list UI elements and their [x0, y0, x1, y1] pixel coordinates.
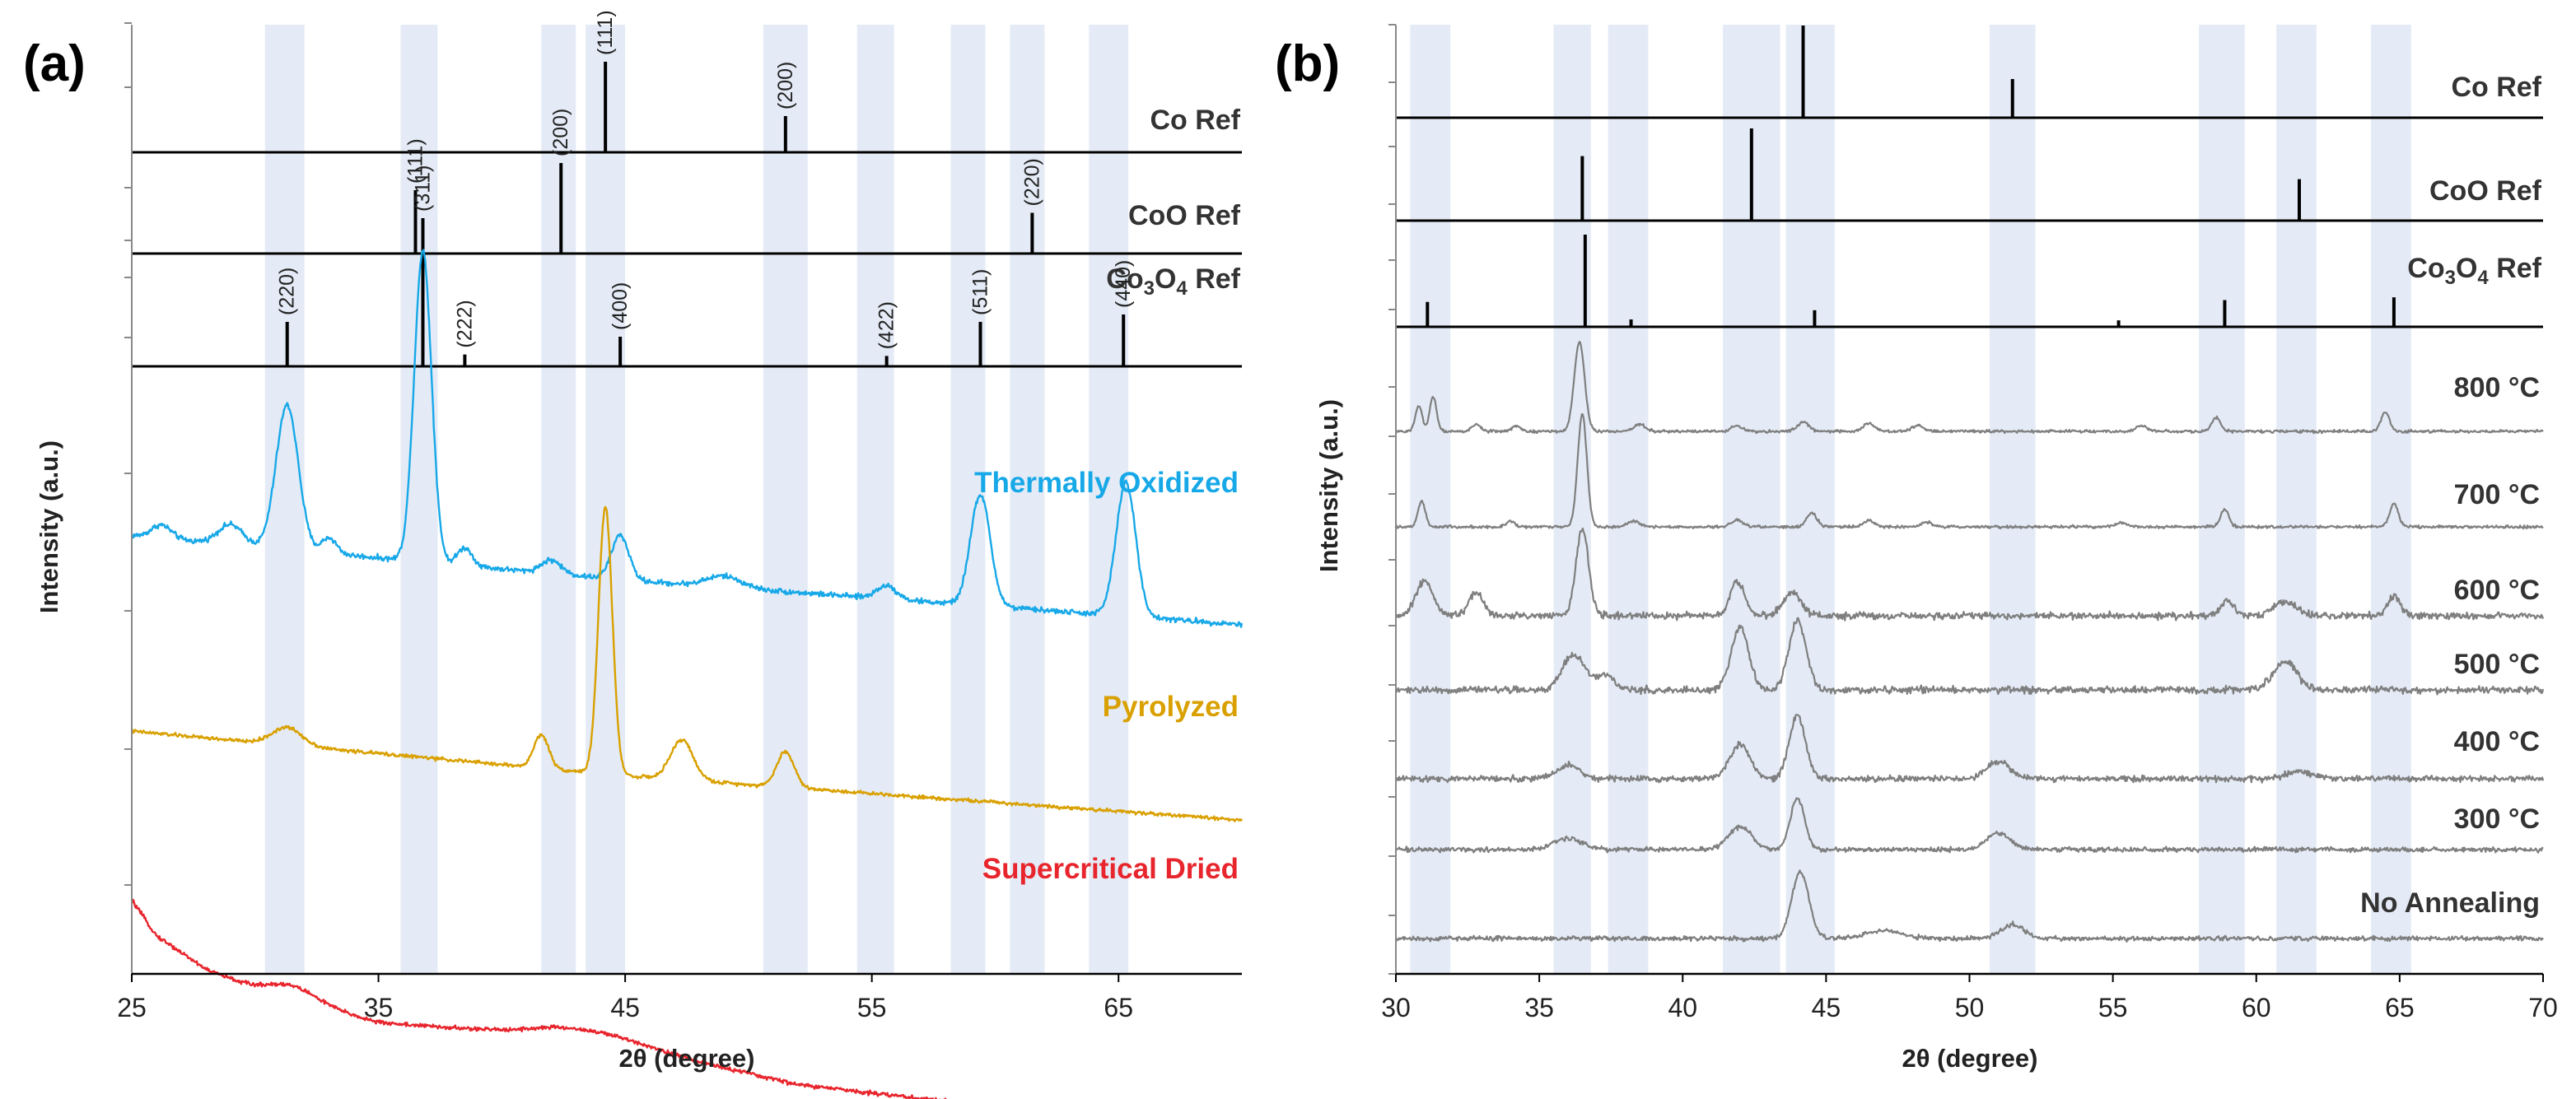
panel-a-x-axis-title: 2θ (degree) — [619, 1044, 755, 1073]
reference-label: CoO Ref — [1128, 200, 1241, 231]
series-line-800-c — [1395, 341, 2544, 435]
highlight-band — [763, 25, 808, 974]
miller-index-label: (200) — [549, 109, 572, 156]
reference-label: Co Ref — [1150, 105, 1240, 136]
x-tick-label: 55 — [857, 993, 887, 1022]
highlight-band — [1089, 25, 1129, 974]
series-label-600-c: 600 °C — [2454, 575, 2540, 606]
x-tick-label: 35 — [364, 993, 394, 1022]
miller-index-label: (440) — [1112, 260, 1135, 308]
x-tick-label: 55 — [2098, 993, 2128, 1022]
series-line-thermally-oxidized — [131, 249, 1244, 628]
ref-label-part: 4 — [2477, 267, 2489, 289]
x-tick-label: 50 — [1955, 993, 1985, 1022]
ref-label-part: Co — [2407, 253, 2444, 284]
panel-b-x-axis-title: 2θ (degree) — [1902, 1044, 2038, 1073]
series-label-500-c: 500 °C — [2454, 649, 2540, 680]
x-tick-label: 70 — [2528, 993, 2558, 1022]
series-line-600-c — [1395, 527, 2545, 622]
miller-index-label: (200) — [774, 62, 797, 109]
reference-label: Co3O4 Ref — [2407, 253, 2541, 289]
panel-b-series: 800 °C 700 °C 600 °C 500 °C 400 °C 300 °C No A… — [1394, 341, 2545, 943]
x-tick-label: 65 — [1104, 993, 1133, 1022]
highlight-band — [2199, 25, 2245, 974]
ref-label-part: Ref — [1188, 263, 1241, 295]
series-label-800-c: 800 °C — [2454, 372, 2540, 403]
panel-a-chart: (a) Co Ref(111)(200)CoO Ref(111)(200)(22… — [23, 10, 1244, 1099]
x-tick-label: 30 — [1381, 993, 1411, 1022]
miller-index-label: (111) — [594, 10, 617, 55]
x-tick-label: 35 — [1524, 993, 1554, 1022]
ref-label-part: 3 — [1144, 277, 1155, 300]
x-tick-label: 45 — [610, 993, 640, 1022]
highlight-band — [1608, 25, 1649, 974]
miller-index-label: (422) — [875, 301, 898, 349]
ref-label-part: 4 — [1176, 277, 1188, 300]
miller-index-label: (220) — [276, 268, 299, 315]
series-label-400-c: 400 °C — [2454, 726, 2540, 757]
ref-label-part: O — [2456, 253, 2477, 284]
highlight-band — [541, 25, 576, 974]
panel-b-letter: (b) — [1275, 35, 1340, 92]
series-line-pyrolyzed — [130, 505, 1244, 822]
panel-b-highlight-bands — [1410, 25, 2411, 974]
highlight-band — [1785, 25, 1835, 974]
highlight-band — [2276, 25, 2317, 974]
highlight-band — [586, 25, 626, 974]
reference-label: Co Ref — [2451, 72, 2541, 103]
panel-a-reference-patterns: Co Ref(111)(200)CoO Ref(111)(200)(220)Co… — [124, 10, 1242, 368]
highlight-band — [856, 25, 894, 974]
panel-a-letter: (a) — [23, 35, 86, 92]
series-label-300-c: 300 °C — [2454, 803, 2540, 835]
series-label-pyrolyzed: Pyrolyzed — [1103, 691, 1239, 723]
highlight-band — [1410, 25, 1451, 974]
x-tick-label: 25 — [117, 993, 147, 1022]
x-tick-label: 65 — [2385, 993, 2415, 1022]
miller-index-label: (400) — [609, 282, 632, 330]
ref-label-part: 3 — [2445, 267, 2456, 289]
miller-index-label: (311) — [411, 165, 434, 212]
ref-label-part: O — [1155, 263, 1176, 295]
highlight-band — [2371, 25, 2411, 974]
series-label-supercritical-dried: Supercritical Dried — [982, 853, 1239, 885]
series-line-400-c — [1394, 714, 2545, 784]
panel-a-y-axis-title: Intensity (a.u.) — [35, 440, 63, 613]
reference-label: Co3O4 Ref — [1106, 263, 1240, 300]
panel-b-y-axis-title: Intensity (a.u.) — [1314, 399, 1343, 572]
series-label-no-annealing: No Annealing — [2360, 887, 2540, 919]
highlight-band — [1553, 25, 1591, 974]
series-label-thermally-oxidized: Thermally Oxidized — [974, 467, 1239, 499]
miller-index-label: (511) — [968, 268, 992, 315]
series-label-700-c: 700 °C — [2454, 479, 2540, 510]
highlight-band — [1989, 25, 2036, 974]
series-line-supercritical-dried — [130, 898, 951, 1099]
x-tick-label: 60 — [2242, 993, 2271, 1022]
miller-index-label: (111) — [404, 138, 427, 184]
x-tick-label: 40 — [1668, 993, 1697, 1022]
panel-a-highlight-bands — [264, 25, 1129, 974]
series-line-700-c — [1395, 412, 2544, 530]
highlight-band — [950, 25, 986, 974]
x-tick-label: 45 — [1812, 993, 1841, 1022]
miller-index-label: (220) — [1020, 158, 1043, 206]
panel-b-axes: 30 35 40 45 50 55 60 65 70 — [1381, 25, 2558, 1022]
miller-index-label: (222) — [453, 300, 476, 347]
series-line-no-annealing — [1395, 869, 2544, 943]
series-line-500-c — [1395, 617, 2545, 696]
ref-label-part: Co — [1106, 263, 1143, 295]
highlight-band — [1010, 25, 1045, 974]
series-line-300-c — [1395, 797, 2544, 854]
panel-a-series: Thermally Oxidized Pyrolyzed Supercritical… — [130, 249, 1244, 1099]
panel-a-axes: 25 35 45 55 65 — [117, 25, 1242, 1022]
reference-label: CoO Ref — [2429, 175, 2542, 207]
ref-label-part: Ref — [2489, 253, 2542, 284]
